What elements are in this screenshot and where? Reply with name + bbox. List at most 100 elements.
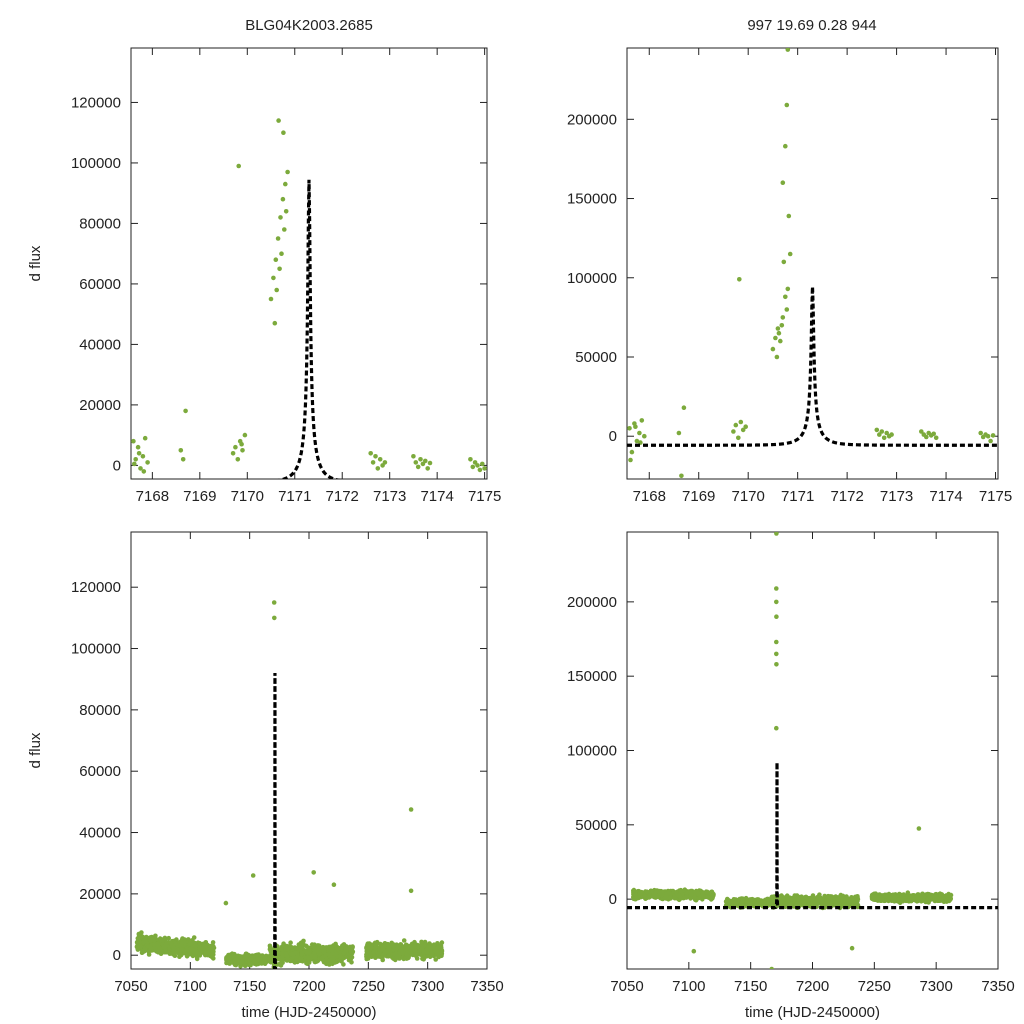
data-point bbox=[380, 952, 386, 958]
data-point bbox=[267, 943, 273, 949]
data-point bbox=[781, 895, 786, 900]
data-point bbox=[633, 424, 638, 430]
y-tick-label: 150000 bbox=[567, 668, 617, 685]
model-curve bbox=[627, 286, 998, 447]
data-point bbox=[785, 897, 790, 903]
data-point bbox=[843, 897, 848, 903]
data-point bbox=[321, 949, 327, 955]
x-tick-label: 7170 bbox=[732, 488, 765, 505]
data-point bbox=[329, 948, 335, 954]
y-tick-label: 100000 bbox=[71, 641, 121, 658]
data-point bbox=[796, 897, 802, 903]
data-layer bbox=[627, 48, 998, 479]
data-point bbox=[285, 169, 290, 175]
data-point bbox=[288, 940, 293, 945]
data-point bbox=[774, 651, 779, 657]
model-curve bbox=[272, 672, 278, 969]
data-point bbox=[236, 959, 242, 965]
x-tick-label: 7300 bbox=[411, 978, 444, 995]
data-point bbox=[938, 898, 944, 903]
data-point bbox=[920, 891, 925, 897]
x-tick-label: 7171 bbox=[278, 488, 311, 505]
data-point bbox=[277, 266, 282, 272]
data-point bbox=[332, 960, 338, 965]
model-curve bbox=[627, 762, 998, 910]
data-point bbox=[177, 954, 182, 959]
data-point bbox=[919, 429, 924, 434]
data-point bbox=[829, 899, 835, 905]
data-point bbox=[808, 902, 813, 907]
data-point bbox=[431, 942, 437, 947]
data-point bbox=[427, 460, 433, 466]
data-point bbox=[182, 949, 187, 955]
y-axis-label: d flux bbox=[27, 245, 44, 281]
data-point bbox=[272, 615, 277, 621]
data-point bbox=[884, 430, 889, 436]
data-point bbox=[338, 945, 344, 951]
data-point bbox=[664, 895, 670, 901]
data-point bbox=[738, 419, 744, 425]
data-point bbox=[210, 940, 216, 945]
data-point bbox=[882, 892, 888, 898]
data-point bbox=[704, 890, 710, 895]
data-point bbox=[144, 934, 149, 940]
data-point bbox=[239, 441, 244, 447]
data-point bbox=[166, 935, 171, 941]
y-tick-label: 100000 bbox=[567, 743, 617, 760]
y-tick-label: 120000 bbox=[71, 94, 121, 111]
data-point bbox=[881, 435, 887, 441]
data-point bbox=[820, 900, 825, 905]
data-point bbox=[281, 130, 286, 135]
data-point bbox=[271, 275, 276, 281]
x-tick-label: 7172 bbox=[830, 488, 863, 505]
data-point bbox=[985, 433, 991, 439]
data-point bbox=[271, 600, 277, 605]
data-point bbox=[233, 444, 238, 450]
data-point bbox=[705, 894, 711, 900]
data-point bbox=[394, 943, 400, 948]
data-point bbox=[188, 946, 193, 951]
data-point bbox=[230, 451, 236, 456]
data-point bbox=[664, 892, 670, 897]
data-point bbox=[412, 940, 417, 946]
data-point bbox=[135, 936, 141, 941]
data-point bbox=[978, 430, 983, 436]
data-point bbox=[628, 457, 633, 463]
data-point bbox=[140, 454, 146, 459]
y-tick-label: 0 bbox=[113, 947, 121, 964]
plot-frame bbox=[626, 47, 999, 480]
data-point bbox=[178, 448, 184, 453]
data-point bbox=[152, 942, 157, 947]
data-layer bbox=[627, 532, 998, 969]
data-point bbox=[349, 960, 354, 965]
y-tick-label: 20000 bbox=[79, 397, 121, 414]
data-point bbox=[272, 320, 278, 326]
data-point bbox=[348, 950, 354, 955]
data-point bbox=[855, 898, 860, 904]
data-point bbox=[183, 408, 188, 414]
x-tick-label: 7200 bbox=[292, 978, 325, 995]
y-tick-label: 150000 bbox=[567, 191, 617, 208]
data-point bbox=[320, 944, 326, 950]
y-tick-label: 60000 bbox=[79, 763, 121, 780]
data-point bbox=[776, 330, 782, 336]
data-point bbox=[711, 892, 716, 898]
data-point bbox=[875, 895, 880, 901]
data-point bbox=[679, 473, 684, 479]
data-point bbox=[775, 326, 781, 331]
x-tick-label: 7174 bbox=[929, 488, 962, 505]
data-point bbox=[787, 251, 793, 257]
data-point bbox=[289, 945, 294, 950]
data-point bbox=[470, 464, 476, 470]
data-point bbox=[255, 956, 261, 962]
x-axis-label: time (HJD-2450000) bbox=[241, 1004, 376, 1021]
data-point bbox=[275, 948, 281, 953]
data-point bbox=[401, 938, 407, 943]
data-point bbox=[145, 460, 150, 465]
data-point bbox=[299, 950, 305, 956]
data-point bbox=[187, 941, 193, 947]
data-point bbox=[803, 895, 808, 900]
data-point bbox=[651, 893, 657, 899]
data-point bbox=[477, 467, 483, 473]
